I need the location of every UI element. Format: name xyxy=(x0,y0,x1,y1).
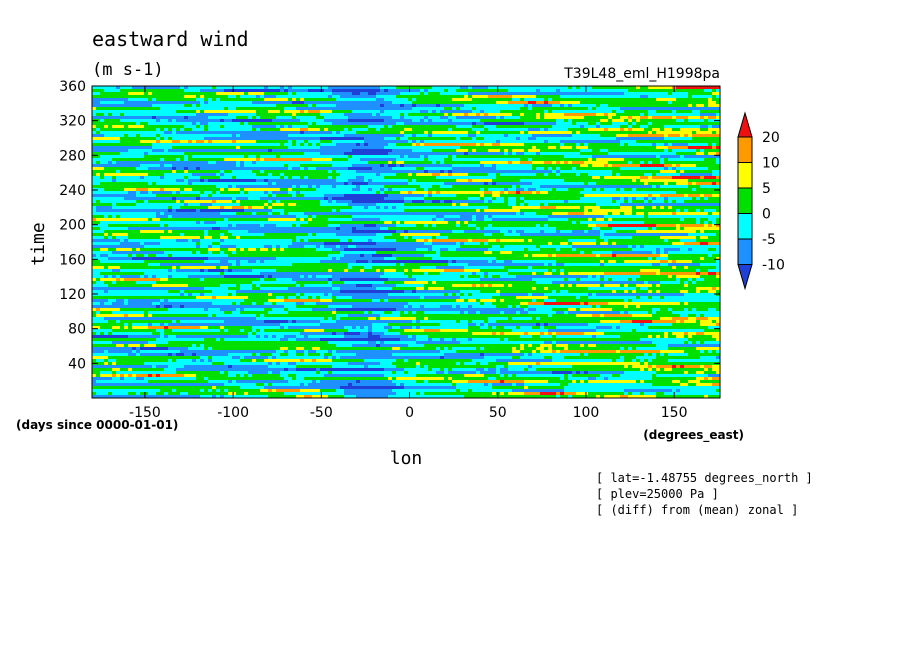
annotation-plev: [ plev=25000 Pa ] xyxy=(596,487,719,501)
y-axis-label: time xyxy=(28,222,49,265)
colorbar-label: 20 xyxy=(762,130,780,146)
chart-units: (m s-1) xyxy=(92,60,164,80)
dataset-label: T39L48_eml_H1998pa xyxy=(563,66,720,82)
y-tick-label: 240 xyxy=(59,183,86,199)
x-axis-label: lon xyxy=(390,448,423,469)
y-axis: 40 80 120 160 200 240 280 320 360 xyxy=(59,79,720,372)
x-axis: -150 -100 -50 0 50 100 150 xyxy=(129,86,688,421)
x-axis-units: (degrees_east) xyxy=(643,428,744,443)
y-tick-label: 40 xyxy=(68,356,86,372)
colorbar: 20 10 5 0 -5 -10 xyxy=(737,111,785,291)
colorbar-segment xyxy=(737,136,753,163)
y-tick-label: 80 xyxy=(68,322,86,338)
colorbar-segment xyxy=(737,213,753,240)
y-axis-units: (days since 0000-01-01) xyxy=(16,418,178,432)
colorbar-segment xyxy=(737,238,753,265)
y-tick-label: 320 xyxy=(59,114,86,130)
plot-frame xyxy=(91,85,721,399)
colorbar-label: 5 xyxy=(762,181,771,197)
colorbar-segment xyxy=(737,162,753,189)
y-tick-label: 360 xyxy=(59,79,86,95)
chart-title: eastward wind xyxy=(92,27,249,51)
colorbar-label: -5 xyxy=(762,232,776,248)
colorbar-label: 10 xyxy=(762,156,780,172)
x-tick-label: 0 xyxy=(405,405,414,421)
x-tick-label: 100 xyxy=(573,405,600,421)
y-tick-label: 120 xyxy=(59,287,86,303)
y-tick-label: 280 xyxy=(59,148,86,164)
colorbar-segment xyxy=(737,187,753,214)
x-tick-label: 150 xyxy=(661,405,688,421)
y-tick-label: 200 xyxy=(59,218,86,234)
colorbar-label: 0 xyxy=(762,207,771,223)
annotation-lat: [ lat=-1.48755 degrees_north ] xyxy=(596,471,813,485)
x-tick-label: 50 xyxy=(489,405,507,421)
plot-area xyxy=(92,86,721,399)
colorbar-max-arrow xyxy=(737,111,753,138)
colorbar-label: -10 xyxy=(762,258,785,274)
annotation-diff: [ (diff) from (mean) zonal ] xyxy=(596,503,798,517)
x-tick-label: -50 xyxy=(310,405,333,421)
y-tick-label: 160 xyxy=(59,252,86,268)
x-tick-label: -150 xyxy=(129,405,161,421)
colorbar-min-arrow xyxy=(737,264,753,291)
x-tick-label: -100 xyxy=(217,405,249,421)
